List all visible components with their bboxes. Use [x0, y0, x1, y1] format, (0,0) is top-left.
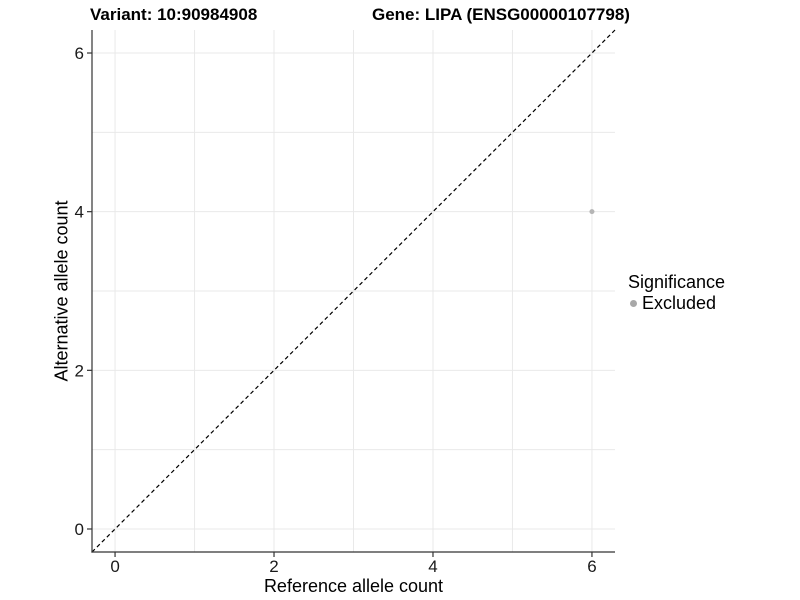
- y-tick-label: 6: [75, 44, 84, 63]
- tick-labels: 0 2 4 6 0 2 4 6: [75, 44, 597, 576]
- plot-title-variant: Variant: 10:90984908: [90, 5, 258, 24]
- plot-title-gene: Gene: LIPA (ENSG00000107798): [372, 5, 630, 24]
- x-tick-label: 6: [587, 557, 596, 576]
- y-tick-label: 2: [75, 361, 84, 380]
- legend-point-icon: [630, 299, 637, 307]
- x-axis-title: Reference allele count: [263, 576, 444, 596]
- x-tick-label: 2: [269, 557, 278, 576]
- data-point: [589, 209, 595, 215]
- y-axis-title: Alternative allele count: [51, 200, 72, 382]
- data-points: [589, 209, 595, 215]
- x-tick-label: 0: [110, 557, 119, 576]
- legend-title: Significance: [628, 272, 726, 292]
- tick-marks: [87, 52, 593, 557]
- y-tick-label: 0: [75, 520, 84, 539]
- x-tick-label: 4: [428, 557, 437, 576]
- axis-lines: [91, 30, 615, 553]
- y-tick-label: 4: [75, 203, 84, 222]
- legend-item-excluded: Excluded: [628, 293, 725, 313]
- gridlines: [92, 30, 615, 552]
- legend: Significance Excluded: [628, 271, 725, 313]
- legend-item-label: Excluded: [642, 293, 717, 313]
